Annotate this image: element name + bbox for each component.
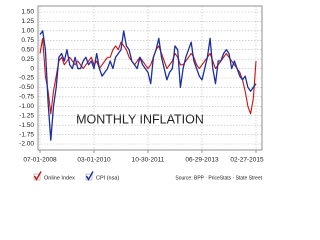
x-tick-label: 06-29-2013	[185, 157, 219, 164]
series-line	[39, 30, 257, 141]
y-tick-label: -1.75	[19, 131, 34, 138]
y-tick-label: 1.25	[21, 18, 34, 25]
y-tick-label: 0.25	[21, 56, 34, 63]
y-tick-label: -0.75	[19, 94, 34, 101]
chart: MONTHLY INFLATION Source: BPP · PriceSta…	[19, 5, 264, 181]
y-tick-label: 1.50	[21, 9, 34, 16]
y-tick-label: -1.25	[19, 112, 34, 119]
legend-check	[85, 171, 94, 181]
annotation: MONTHLY INFLATION	[76, 112, 204, 126]
x-tick-label: 07-01-2008	[23, 157, 57, 164]
x-tick-label: 10-30-2011	[132, 157, 165, 164]
y-tick-label: 1.00	[21, 28, 34, 35]
y-tick-label: -2.00	[19, 141, 34, 148]
source-note: Source: BPP · PriceStats · State Street	[175, 175, 262, 181]
y-tick-label: -0.50	[19, 84, 34, 91]
y-tick-label: -0.25	[19, 75, 34, 82]
y-tick-label: 0.75	[21, 37, 34, 44]
x-tick-label: 03-01-2010	[77, 157, 111, 164]
legend-item: Online Index	[33, 171, 75, 181]
y-tick-label: -1.00	[19, 103, 34, 110]
legend-item: CPI (nsa)	[85, 171, 119, 181]
legend-check	[33, 171, 42, 181]
page: {"chart_data": {"type": "line", "annotat…	[19, 5, 265, 182]
y-tick-label: 0	[30, 65, 34, 72]
y-tick-label: -1.50	[19, 122, 34, 129]
legend-label: Online Index	[44, 175, 75, 181]
x-tick-label: 02-27-2015	[230, 157, 264, 164]
legend-label: CPI (nsa)	[96, 175, 119, 181]
y-tick-label: 0.50	[21, 46, 34, 53]
